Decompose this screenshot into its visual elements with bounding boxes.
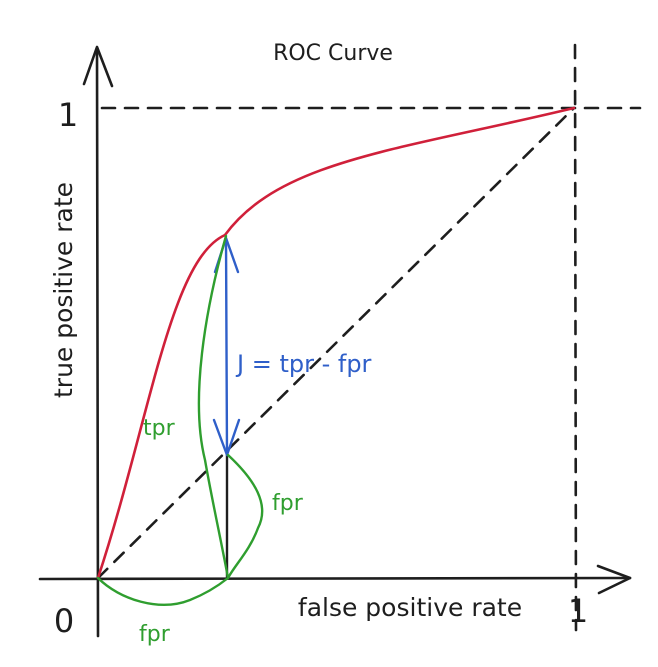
tpr-label: tpr bbox=[143, 416, 176, 441]
x-axis-arrowhead-icon bbox=[596, 564, 632, 595]
x-axis-label: false positive rate bbox=[298, 593, 522, 622]
roc-curve bbox=[96, 106, 576, 580]
x-axis bbox=[38, 564, 632, 595]
fpr-brace-bottom bbox=[96, 576, 230, 606]
y-max-label: 1 bbox=[58, 96, 78, 134]
y-axis-label: true positive rate bbox=[49, 182, 78, 398]
y-axis-arrowhead-icon bbox=[82, 45, 114, 88]
chart-title: ROC Curve bbox=[273, 41, 393, 66]
origin-label: 0 bbox=[54, 602, 74, 640]
x-max-label: 1 bbox=[568, 592, 588, 630]
dashed-right-line bbox=[573, 43, 578, 632]
dashed-diagonal-line bbox=[96, 106, 576, 580]
fpr-label-right: fpr bbox=[272, 491, 304, 516]
fpr-label-bottom: fpr bbox=[139, 622, 171, 647]
formula-label: J = tpr - fpr bbox=[235, 350, 372, 378]
y-axis bbox=[82, 45, 114, 638]
tpr-brace bbox=[197, 234, 230, 580]
fpr-brace-right bbox=[226, 453, 264, 580]
